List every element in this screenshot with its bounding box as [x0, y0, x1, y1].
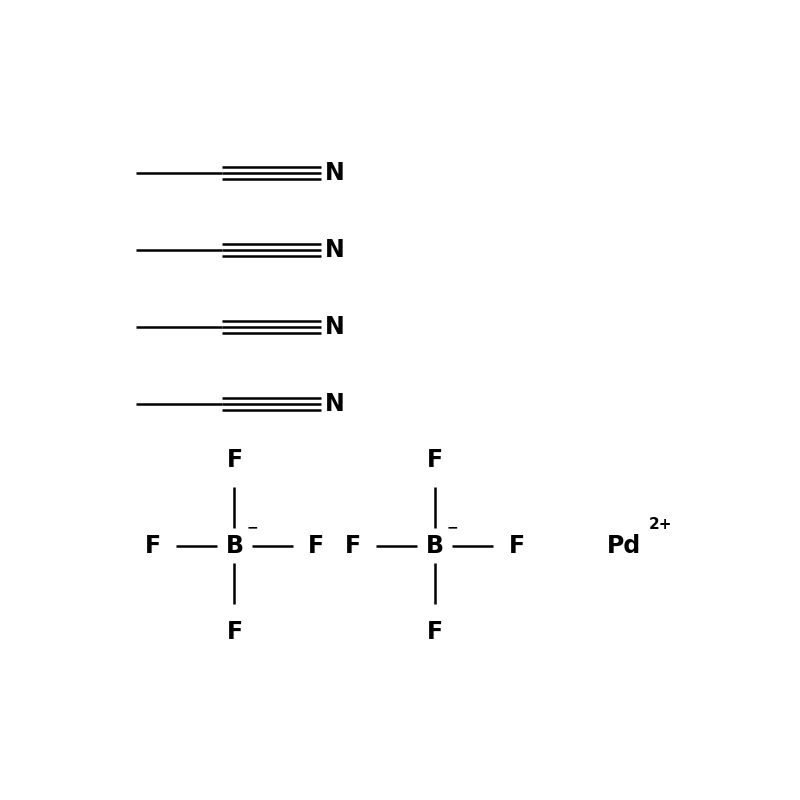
Text: N: N	[325, 161, 345, 185]
Text: F: F	[308, 534, 325, 558]
Text: F: F	[226, 619, 242, 643]
Text: Pd: Pd	[607, 534, 642, 558]
Text: F: F	[426, 619, 442, 643]
Text: 2+: 2+	[649, 517, 673, 532]
Text: F: F	[345, 534, 361, 558]
Text: F: F	[144, 534, 161, 558]
Text: F: F	[226, 448, 242, 472]
Text: F: F	[426, 448, 442, 472]
Text: N: N	[325, 315, 345, 339]
Text: B: B	[426, 534, 444, 558]
Text: N: N	[325, 238, 345, 262]
Text: −: −	[447, 521, 458, 534]
Text: B: B	[226, 534, 243, 558]
Text: N: N	[325, 392, 345, 416]
Text: −: −	[246, 521, 258, 534]
Text: F: F	[509, 534, 525, 558]
